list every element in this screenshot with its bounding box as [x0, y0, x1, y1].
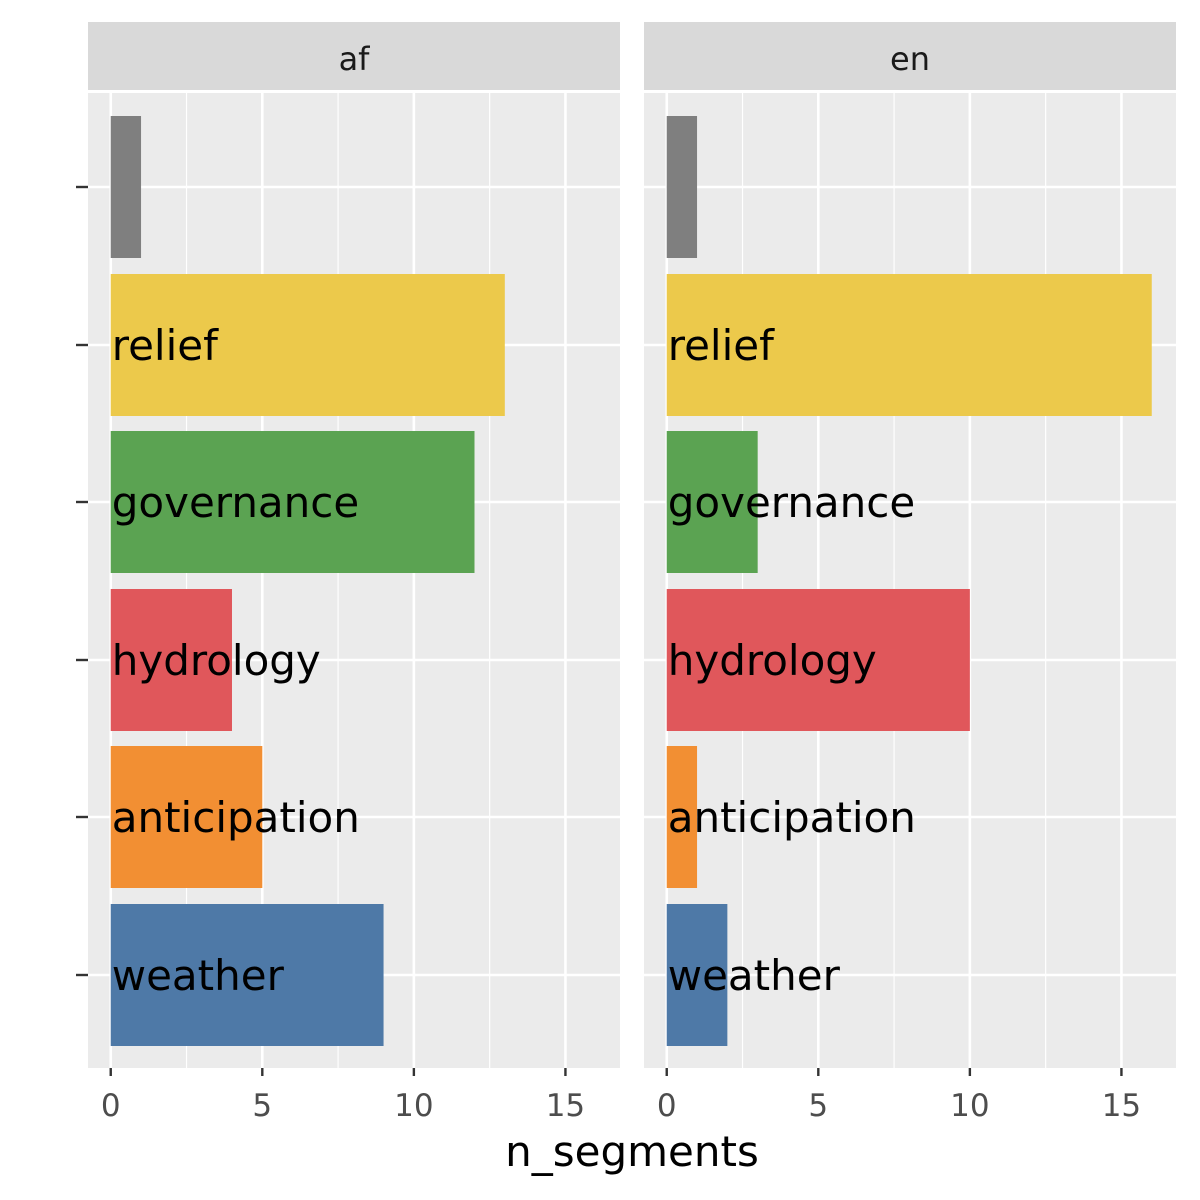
bar-label: governance	[668, 478, 916, 527]
bar-anticipation	[666, 746, 698, 888]
bar-governance	[666, 431, 758, 573]
bar-unlabeled	[666, 116, 698, 258]
bar-label: anticipation	[668, 793, 916, 842]
x-tick-label: 0	[101, 1088, 121, 1124]
bar-unlabeled	[110, 116, 142, 258]
bar-label: relief	[112, 321, 219, 370]
x-tick-label: 15	[546, 1088, 585, 1124]
panel-background	[644, 93, 1176, 1068]
bar-label: anticipation	[112, 793, 360, 842]
bar-label: hydrology	[112, 636, 321, 685]
facet-strip	[88, 22, 620, 90]
x-axis-title: n_segments	[505, 1127, 759, 1176]
bar-label: relief	[668, 321, 775, 370]
facet-panel-en: en relief governance hydrology anticipation w…	[644, 22, 1176, 1124]
bar-relief	[110, 274, 505, 416]
facet-strip-label: en	[890, 40, 930, 78]
bar-hydrology	[666, 589, 970, 731]
bar-relief	[666, 274, 1152, 416]
facet-strip	[644, 22, 1176, 90]
bar-label: governance	[112, 478, 360, 527]
x-tick-label: 10	[394, 1088, 433, 1124]
bar-weather	[666, 904, 728, 1046]
x-tick-label: 10	[950, 1088, 989, 1124]
bar-label: weather	[112, 951, 285, 1000]
bar-label: hydrology	[668, 636, 877, 685]
x-tick-label: 5	[808, 1088, 828, 1124]
x-tick-label: 5	[252, 1088, 272, 1124]
bar-governance	[110, 431, 475, 573]
x-tick-label: 15	[1102, 1088, 1141, 1124]
bar-label: weather	[668, 951, 841, 1000]
bar-anticipation	[110, 746, 263, 888]
bar-weather	[110, 904, 384, 1046]
facet-panel-af: af relief governance hydrology anticipation w…	[88, 22, 620, 1124]
facet-strip-label: af	[339, 40, 371, 78]
x-tick-label: 0	[657, 1088, 677, 1124]
bar-hydrology	[110, 589, 232, 731]
